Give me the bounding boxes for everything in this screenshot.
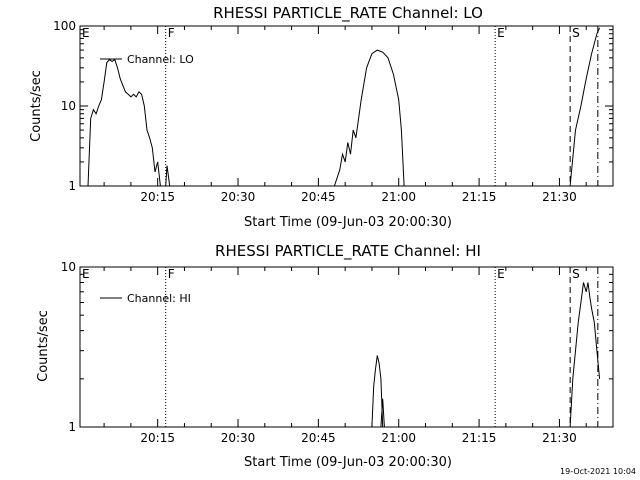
marker-label: S xyxy=(572,267,580,281)
x-tick-label: 20:45 xyxy=(301,431,336,445)
legend: Channel: HI xyxy=(100,292,191,305)
y-tick-label: 10 xyxy=(61,99,76,113)
marker-label: E xyxy=(82,26,90,40)
legend-label: Channel: HI xyxy=(127,292,191,305)
x-tick-label: 20:30 xyxy=(221,190,256,204)
y-tick-label: 10 xyxy=(61,260,76,274)
y-tick-label: 1 xyxy=(68,420,76,434)
x-axis-label: Start Time (09-Jun-03 20:00:30) xyxy=(244,455,452,470)
x-tick-label: 21:00 xyxy=(381,431,416,445)
marker-label: S xyxy=(572,26,580,40)
marker-label: E xyxy=(82,267,90,281)
plot-title: RHESSI PARTICLE_RATE Channel: HI xyxy=(215,242,481,261)
x-tick-label: 21:15 xyxy=(462,190,497,204)
y-tick-label: 1 xyxy=(68,179,76,193)
series-line xyxy=(371,355,384,428)
x-axis-label: Start Time (09-Jun-03 20:00:30) xyxy=(244,215,452,230)
series-line xyxy=(333,49,405,187)
x-tick-label: 21:30 xyxy=(542,190,577,204)
y-axis-label: Counts/sec xyxy=(36,310,51,382)
footer-timestamp: 19-Oct-2021 10:04 xyxy=(560,467,636,476)
legend: Channel: LO xyxy=(100,53,194,66)
series-line xyxy=(87,58,161,187)
x-tick-label: 20:15 xyxy=(140,431,175,445)
y-tick-label: 100 xyxy=(53,19,76,33)
x-tick-label: 20:45 xyxy=(301,190,336,204)
x-tick-label: 20:15 xyxy=(140,190,175,204)
marker-label: E xyxy=(497,26,505,40)
series-line xyxy=(569,282,601,428)
series-line xyxy=(569,27,601,187)
x-tick-label: 21:30 xyxy=(542,431,577,445)
plot-frame xyxy=(79,266,614,428)
marker-label: F xyxy=(168,26,175,40)
plot-title: RHESSI PARTICLE_RATE Channel: LO xyxy=(213,4,483,23)
marker-label: E xyxy=(497,267,505,281)
plot-lo: RHESSI PARTICLE_RATE Channel: LO Start T… xyxy=(29,4,614,230)
y-axis-label: Counts/sec xyxy=(29,70,44,142)
marker-label: F xyxy=(168,267,175,281)
series-line xyxy=(165,165,171,187)
legend-label: Channel: LO xyxy=(127,53,194,66)
x-tick-label: 20:30 xyxy=(221,431,256,445)
x-tick-label: 21:00 xyxy=(381,190,416,204)
series-line xyxy=(380,398,385,428)
x-tick-label: 21:15 xyxy=(462,431,497,445)
plot-hi: RHESSI PARTICLE_RATE Channel: HI Start T… xyxy=(36,242,614,470)
